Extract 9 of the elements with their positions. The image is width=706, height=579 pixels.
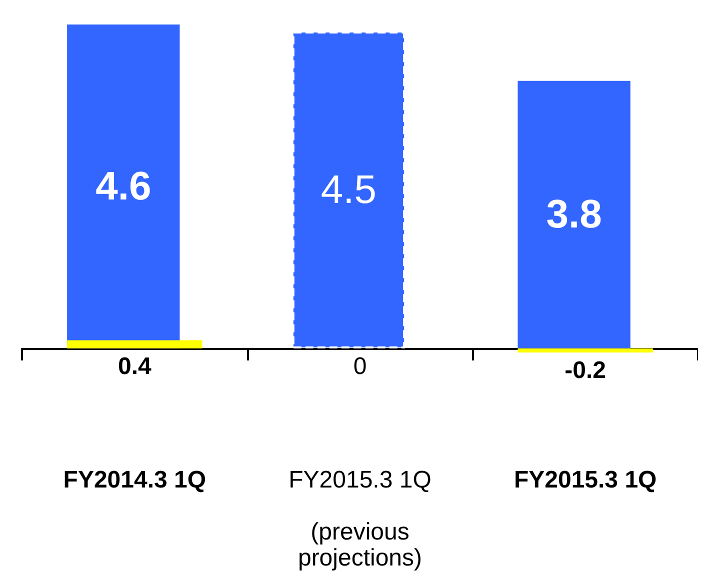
- data-label: 4.6: [96, 164, 152, 208]
- x-tick-label: FY2015.3 1Q (previous projections): [288, 466, 432, 572]
- data-label: 0: [353, 352, 367, 380]
- data-label: -0.2: [564, 356, 606, 384]
- data-label: 3.8: [546, 192, 602, 237]
- x-tick-label: FY2015.3 1Q: [514, 466, 657, 494]
- data-label: 0.4: [118, 352, 152, 380]
- data-label: 4.5: [320, 168, 377, 212]
- x-tick-label: FY2014.3 1Q: [63, 466, 206, 494]
